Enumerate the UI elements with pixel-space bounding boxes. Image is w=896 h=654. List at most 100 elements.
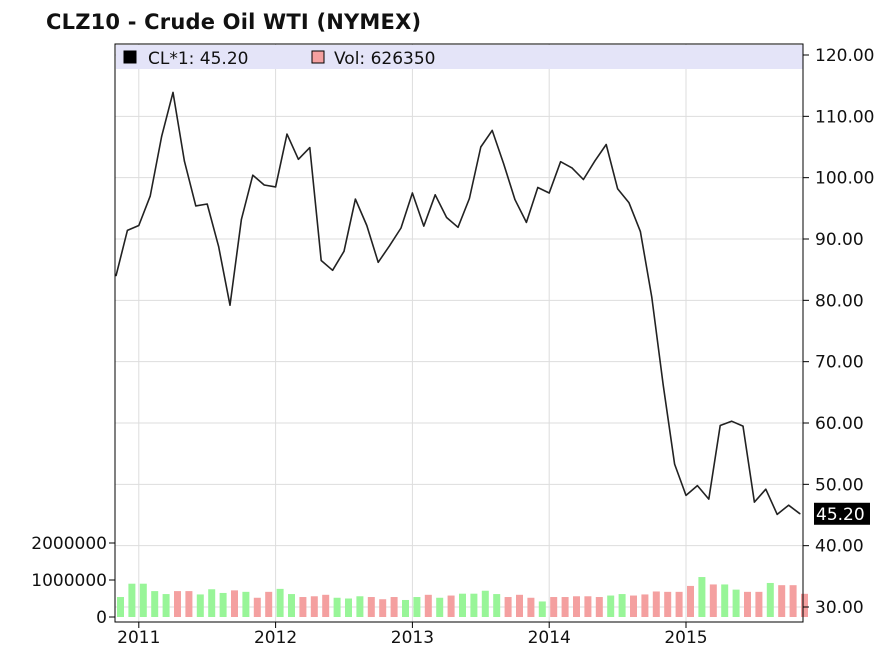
time-tick-label: 2013 bbox=[391, 628, 434, 648]
price-tick-label: 100.00 bbox=[815, 169, 874, 189]
price-point bbox=[651, 296, 653, 298]
price-point bbox=[799, 513, 801, 515]
time-tick-label: 2012 bbox=[254, 628, 297, 648]
price-point bbox=[138, 224, 140, 227]
price-point bbox=[366, 224, 368, 227]
price-point bbox=[582, 178, 585, 181]
volume-bar bbox=[618, 594, 626, 617]
price-point bbox=[240, 218, 242, 220]
price-tick-label: 30.00 bbox=[815, 598, 864, 618]
volume-tick-label: 1000000 bbox=[31, 571, 107, 591]
volume-bar bbox=[128, 583, 136, 617]
price-point bbox=[605, 143, 607, 146]
volume-axis: 2000000 1000000 0 bbox=[31, 534, 115, 628]
price-point bbox=[628, 202, 630, 204]
price-point bbox=[434, 194, 436, 196]
volume-bar bbox=[288, 594, 295, 617]
volume-bar bbox=[356, 596, 364, 617]
price-point bbox=[491, 129, 493, 132]
volume-bar bbox=[595, 597, 603, 617]
legend-label-cl: CL*1: 45.20 bbox=[148, 49, 248, 69]
volume-bar bbox=[778, 585, 786, 617]
time-tick-label: 2015 bbox=[664, 628, 707, 648]
volume-bar bbox=[607, 595, 615, 617]
volume-bar bbox=[174, 591, 181, 617]
price-point bbox=[594, 160, 596, 162]
price-point bbox=[377, 261, 379, 263]
price-point bbox=[685, 494, 687, 496]
volume-bar bbox=[117, 597, 124, 617]
price-point bbox=[662, 384, 664, 386]
volume-bar bbox=[139, 583, 147, 617]
volume-bar bbox=[698, 577, 706, 617]
price-point bbox=[719, 424, 721, 427]
volume-bar bbox=[310, 596, 318, 617]
volume-bar bbox=[504, 597, 512, 617]
volume-bar bbox=[447, 595, 455, 617]
plot-frame bbox=[114, 43, 804, 623]
price-point bbox=[263, 184, 265, 186]
price-tick-label: 70.00 bbox=[815, 353, 864, 373]
volume-bar bbox=[664, 591, 672, 617]
price-tick-label: 110.00 bbox=[815, 107, 874, 127]
last-price-box bbox=[814, 502, 870, 525]
volume-bar bbox=[755, 591, 763, 617]
price-point bbox=[480, 146, 482, 148]
volume-bar bbox=[162, 594, 170, 617]
volume-bar bbox=[470, 593, 478, 617]
volume-bar bbox=[322, 594, 330, 617]
volume-bar bbox=[379, 599, 387, 617]
price-point bbox=[411, 192, 413, 194]
legend-swatch-vol bbox=[311, 50, 325, 64]
volume-bar bbox=[436, 597, 444, 617]
volume-bar bbox=[493, 594, 501, 617]
volume-bar bbox=[402, 599, 409, 617]
price-tick-label: 40.00 bbox=[815, 537, 864, 557]
last-price-marker: 45.20 bbox=[814, 502, 870, 525]
price-tick-label: 90.00 bbox=[815, 230, 864, 250]
last-price-text: 45.20 bbox=[816, 505, 865, 525]
plot-area bbox=[115, 44, 803, 622]
price-point bbox=[696, 484, 699, 487]
price-point bbox=[206, 203, 208, 205]
price-point bbox=[115, 275, 117, 277]
price-point bbox=[457, 226, 459, 228]
time-tick-label: 2011 bbox=[117, 628, 160, 648]
price-tick-label: 60.00 bbox=[815, 414, 864, 434]
legend-label-vol: Vol: 626350 bbox=[334, 49, 435, 69]
volume-bar bbox=[345, 598, 352, 617]
volume-bar bbox=[561, 597, 569, 617]
price-point bbox=[161, 135, 163, 138]
time-tick-label: 2014 bbox=[528, 628, 571, 648]
volume-bar bbox=[573, 596, 580, 617]
volume-bar bbox=[709, 584, 717, 617]
price-tick-label: 80.00 bbox=[815, 291, 864, 311]
volume-bar bbox=[550, 597, 558, 617]
price-point bbox=[468, 197, 470, 200]
price-point bbox=[229, 304, 231, 306]
price-point bbox=[275, 186, 277, 188]
price-point bbox=[218, 245, 220, 247]
time-axis: 2011 2012 2013 2014 2015 bbox=[117, 622, 708, 648]
volume-bar bbox=[151, 591, 159, 617]
price-point bbox=[525, 221, 528, 224]
price-point bbox=[776, 513, 778, 515]
volume-bar bbox=[413, 597, 421, 617]
chart-title: CLZ10 - Crude Oil WTI (NYMEX) bbox=[46, 10, 422, 34]
volume-bar bbox=[766, 582, 774, 617]
volume-bar bbox=[219, 592, 227, 617]
volume-bar bbox=[390, 597, 398, 617]
price-point bbox=[788, 504, 790, 506]
price-point bbox=[446, 216, 448, 219]
price-point bbox=[548, 192, 550, 194]
price-tick-label: 50.00 bbox=[815, 475, 864, 495]
price-line-layer bbox=[115, 91, 801, 516]
price-point bbox=[343, 250, 345, 252]
price-point bbox=[320, 259, 322, 262]
volume-bar bbox=[424, 594, 432, 617]
volume-bar bbox=[527, 597, 535, 617]
price-point bbox=[297, 158, 299, 160]
volume-tick-label: 2000000 bbox=[31, 534, 107, 554]
volume-bar bbox=[253, 597, 261, 617]
volume-bar bbox=[299, 597, 307, 617]
